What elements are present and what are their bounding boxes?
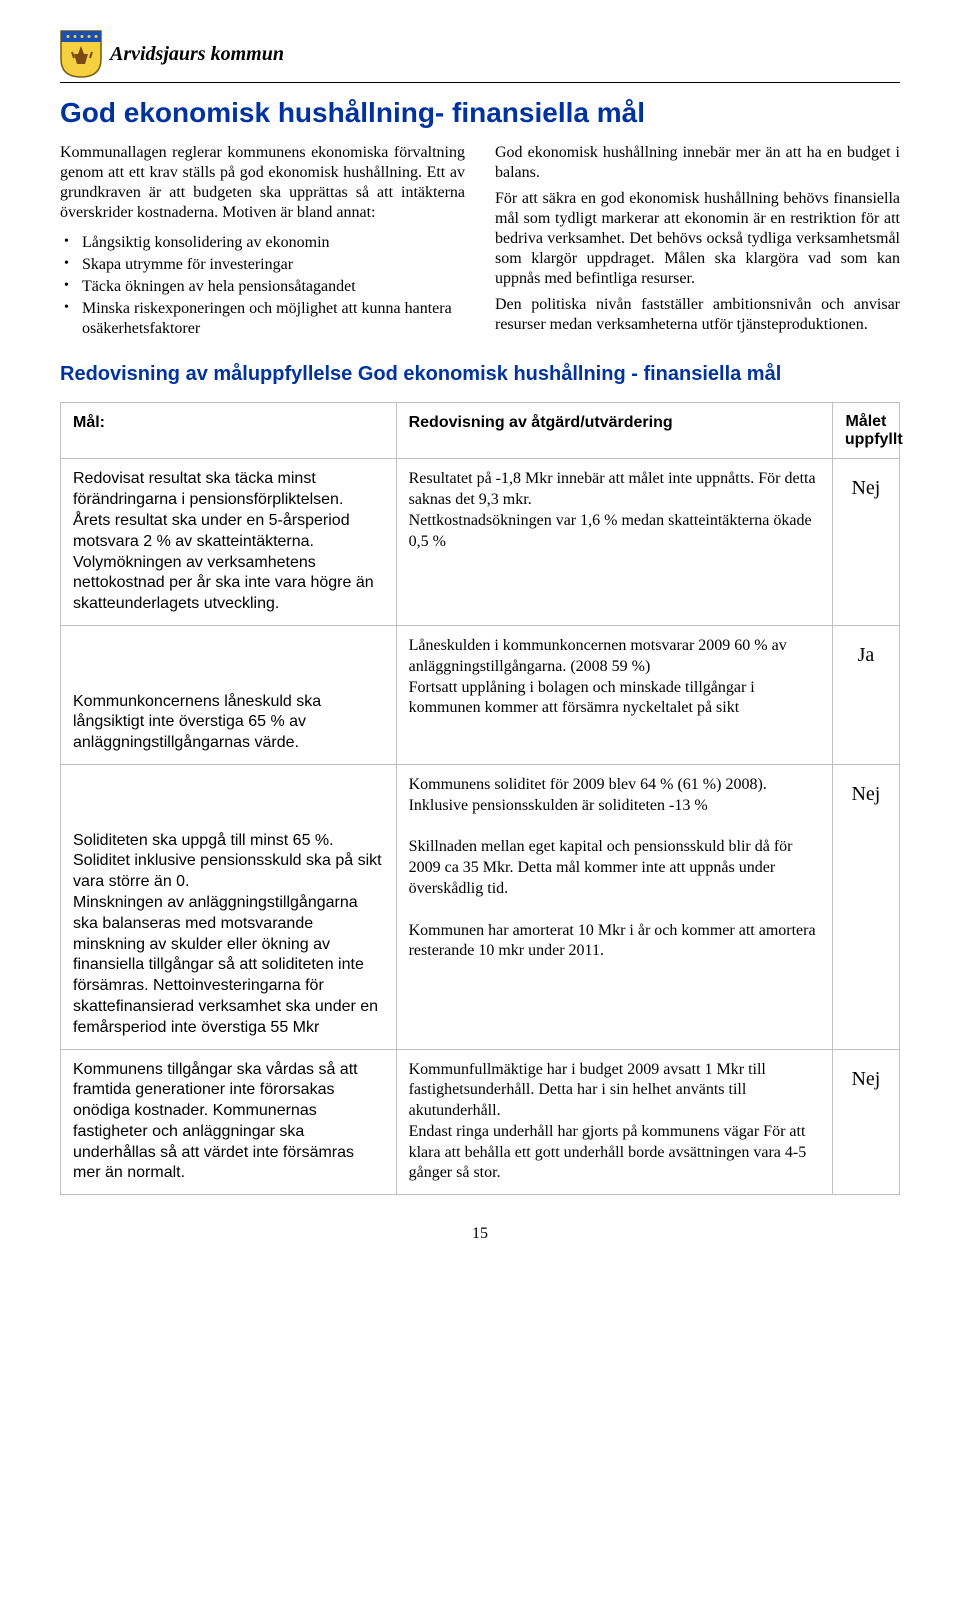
intro-bullet: Skapa utrymme för investeringar — [60, 255, 465, 275]
result-cell: Ja — [832, 625, 899, 764]
table-row: Soliditeten ska uppgå till minst 65 %. S… — [61, 764, 900, 1049]
col-goal: Mål: — [61, 403, 397, 459]
intro-columns: Kommunallagen reglerar kommunens ekonomi… — [60, 143, 900, 341]
result-cell: Nej — [832, 459, 899, 626]
result-cell: Nej — [832, 1049, 899, 1195]
page-number: 15 — [60, 1225, 900, 1243]
intro-right-p2: För att säkra en god ekonomisk hushållni… — [495, 189, 900, 289]
intro-right-p1: God ekonomisk hushållning innebär mer än… — [495, 143, 900, 183]
result-cell: Nej — [832, 764, 899, 1049]
municipality-crest-icon — [60, 30, 102, 78]
goal-cell: Kommunens tillgångar ska vårdas så att f… — [61, 1049, 397, 1195]
table-row: Redovisat resultat ska täcka minst förän… — [61, 459, 900, 626]
eval-cell: Kommunfullmäktige har i budget 2009 avsa… — [396, 1049, 832, 1195]
intro-bullet-list: Långsiktig konsolidering av ekonomin Ska… — [60, 233, 465, 339]
eval-cell: Låneskulden i kommunkoncernen motsvarar … — [396, 625, 832, 764]
intro-right-column: God ekonomisk hushållning innebär mer än… — [495, 143, 900, 341]
table-row: Kommunkoncernens låneskuld ska långsikti… — [61, 625, 900, 764]
page-title: God ekonomisk hushållning- finansiella m… — [60, 97, 900, 129]
intro-left-column: Kommunallagen reglerar kommunens ekonomi… — [60, 143, 465, 341]
table-row: Kommunens tillgångar ska vårdas så att f… — [61, 1049, 900, 1195]
intro-left-p1: Kommunallagen reglerar kommunens ekonomi… — [60, 143, 465, 223]
col-evaluation: Redovisning av åtgärd/utvärdering — [396, 403, 832, 459]
section-heading: Redovisning av måluppfyllelse God ekonom… — [60, 363, 900, 386]
municipality-name: Arvidsjaurs kommun — [110, 43, 284, 66]
col-result: Målet uppfyllt — [832, 403, 899, 459]
goal-cell: Soliditeten ska uppgå till minst 65 %. S… — [61, 764, 397, 1049]
intro-bullet: Täcka ökningen av hela pensionsåtagandet — [60, 277, 465, 297]
eval-cell: Kommunens soliditet för 2009 blev 64 % (… — [396, 764, 832, 1049]
intro-bullet: Minska riskexponeringen och möjlighet at… — [60, 299, 465, 339]
page-header: Arvidsjaurs kommun — [60, 30, 900, 83]
table-header-row: Mål: Redovisning av åtgärd/utvärdering M… — [61, 403, 900, 459]
goals-table: Mål: Redovisning av åtgärd/utvärdering M… — [60, 402, 900, 1195]
intro-bullet: Långsiktig konsolidering av ekonomin — [60, 233, 465, 253]
goal-cell: Redovisat resultat ska täcka minst förän… — [61, 459, 397, 626]
eval-cell: Resultatet på -1,8 Mkr innebär att målet… — [396, 459, 832, 626]
intro-right-p3: Den politiska nivån fastställer ambition… — [495, 295, 900, 335]
goal-cell: Kommunkoncernens låneskuld ska långsikti… — [61, 625, 397, 764]
